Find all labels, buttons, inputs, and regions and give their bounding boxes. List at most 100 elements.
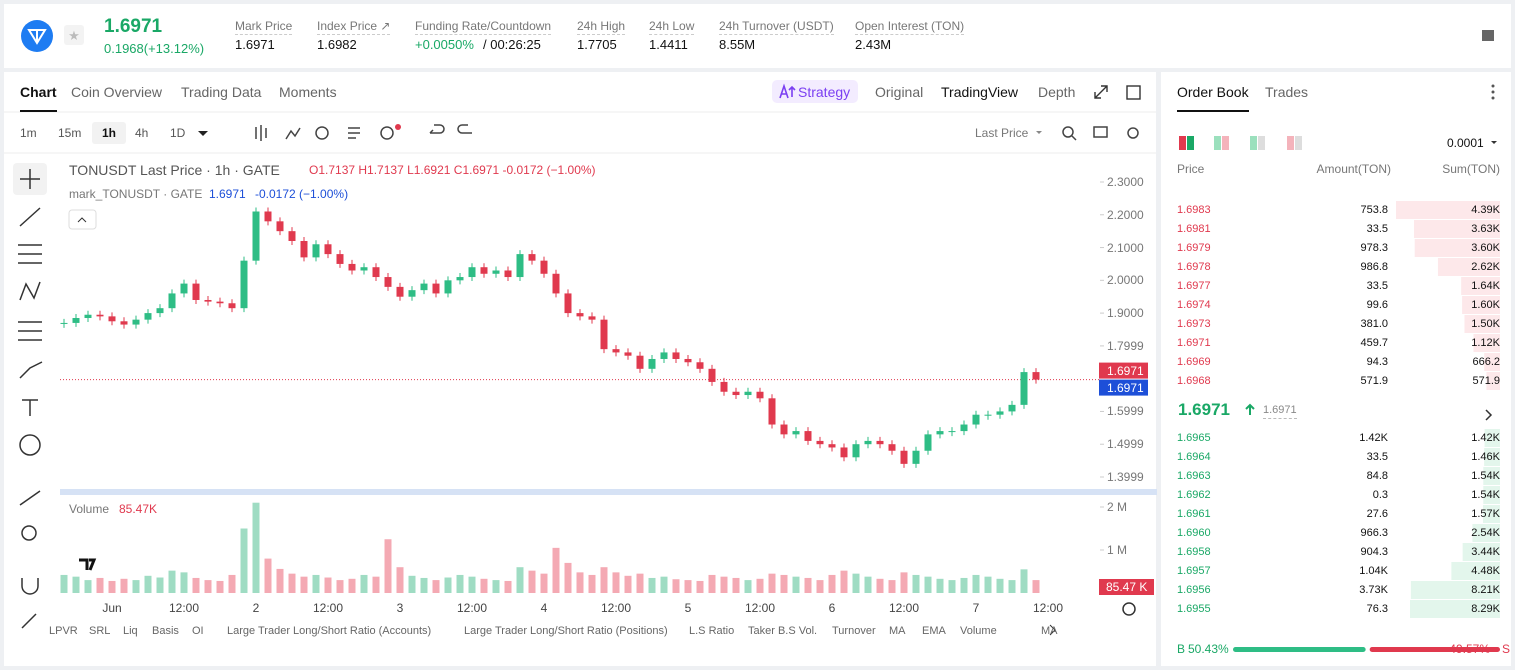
view-tab[interactable]: Original: [875, 84, 924, 100]
tab[interactable]: Trades: [1265, 84, 1309, 100]
candle: [312, 244, 320, 258]
order-amount: 27.6: [1366, 508, 1388, 520]
volume-bar: [636, 573, 644, 593]
candle: [696, 362, 704, 369]
candle: [888, 444, 896, 451]
tab[interactable]: Order Book: [1177, 84, 1249, 112]
stat-label: Funding Rate/Countdown: [415, 19, 552, 35]
order-amount: 33.5: [1366, 451, 1388, 463]
timeframe[interactable]: 4h: [135, 126, 149, 140]
candle: [744, 391, 752, 396]
volume-bar: [924, 576, 932, 593]
stat-label: Mark Price: [235, 19, 293, 35]
candle: [504, 270, 512, 278]
volume-bar: [492, 580, 500, 593]
book-icon[interactable]: [1482, 30, 1494, 41]
x-tick-label: 12:00: [168, 601, 200, 615]
volume-bar: [756, 578, 764, 593]
x-tick-label: 12:00: [600, 601, 632, 615]
window-icon[interactable]: [1126, 85, 1141, 100]
order-amount: 381.0: [1360, 318, 1388, 330]
volume-bar: [216, 580, 224, 593]
favorite[interactable]: [64, 25, 84, 45]
indicator[interactable]: L.S Ratio: [689, 625, 735, 637]
order-price: 1.6969: [1177, 356, 1211, 368]
indicator[interactable]: Taker B.S Vol.: [748, 625, 818, 637]
y-tick-label: 2.3000: [1107, 175, 1144, 189]
order-sum: 1.60K: [1471, 299, 1500, 311]
order-sum: 1.54K: [1471, 470, 1500, 482]
order-sum: 3.44K: [1471, 546, 1500, 558]
candle: [480, 267, 488, 274]
dropdown-arrow[interactable]: [198, 131, 208, 136]
depth-bar: [1472, 524, 1500, 542]
timeframe[interactable]: 1h: [102, 126, 117, 140]
timeframe[interactable]: 1D: [170, 126, 186, 140]
volume-bar: [1008, 580, 1016, 593]
indicator[interactable]: OI: [192, 625, 204, 637]
view-tab[interactable]: TradingView: [941, 84, 1019, 100]
volume-bar: [420, 577, 428, 593]
order-sum: 4.39K: [1471, 204, 1500, 216]
x-tick-label: 6: [828, 601, 836, 615]
indicator[interactable]: LPVR: [49, 625, 78, 637]
indicator[interactable]: Volume: [960, 625, 997, 637]
candle: [960, 424, 968, 432]
indicator[interactable]: Basis: [152, 625, 179, 637]
more-arrow[interactable]: [1485, 409, 1493, 421]
settings-icon[interactable]: [1122, 602, 1136, 616]
candle: [156, 308, 164, 314]
tab[interactable]: Moments: [279, 84, 337, 100]
candle: [1008, 404, 1016, 412]
volume-bar: [816, 580, 824, 593]
tab[interactable]: Coin Overview: [71, 84, 163, 100]
y-tick-label: 2.1000: [1107, 240, 1144, 255]
view-tab[interactable]: Strategy: [798, 84, 851, 100]
order-price: 1.6981: [1177, 223, 1211, 235]
coin-logo-mark: [27, 29, 47, 45]
mark-price-label: 1.6971: [1107, 380, 1144, 395]
indicator[interactable]: EMA: [922, 625, 946, 637]
candle: [816, 440, 824, 445]
candle: [756, 391, 764, 399]
dropdown-arrow[interactable]: [1036, 131, 1042, 134]
stat-value: 1.6971: [235, 37, 275, 52]
stat-value: 1.7705: [577, 37, 617, 52]
view-tab[interactable]: Depth: [1038, 84, 1076, 100]
indicator[interactable]: Liq: [123, 625, 138, 637]
y-tick-label: 1.3999: [1107, 470, 1144, 484]
menu-icon[interactable]: [1491, 84, 1495, 100]
indicator[interactable]: Turnover: [832, 625, 876, 637]
more-arrow[interactable]: [1049, 624, 1056, 636]
x-tick-label: 12:00: [888, 601, 920, 615]
indicator[interactable]: MACD: [1041, 625, 1058, 637]
indicator[interactable]: Large Trader Long/Short Ratio (Accounts): [227, 625, 432, 637]
candle: [576, 313, 584, 317]
volume-bar: [336, 580, 344, 593]
collapse-button[interactable]: [68, 209, 97, 230]
expand-icon[interactable]: [1094, 85, 1108, 99]
candle: [228, 303, 236, 309]
candle: [288, 231, 296, 241]
candle: [72, 318, 80, 323]
tab[interactable]: Trading Data: [181, 84, 262, 100]
timeframe[interactable]: 1m: [20, 126, 37, 140]
dropdown-arrow[interactable]: [1491, 141, 1497, 144]
candle: [144, 313, 152, 320]
indicator[interactable]: SRL: [89, 625, 111, 637]
candle: [684, 358, 692, 363]
timeframe[interactable]: 15m: [58, 126, 82, 140]
volume-bar: [804, 577, 812, 593]
mid-price: 1.6971: [1178, 400, 1230, 419]
candle: [120, 321, 128, 325]
indicator[interactable]: Large Trader Long/Short Ratio (Positions…: [464, 625, 668, 637]
stat-value: / 00:26:25: [483, 37, 541, 52]
strategy-pill[interactable]: [772, 80, 858, 103]
candle: [1020, 372, 1028, 405]
indicator[interactable]: MA: [889, 625, 906, 637]
stat-value: 1.6982: [317, 37, 357, 52]
tab[interactable]: Chart: [20, 84, 57, 112]
candle: [276, 221, 284, 232]
